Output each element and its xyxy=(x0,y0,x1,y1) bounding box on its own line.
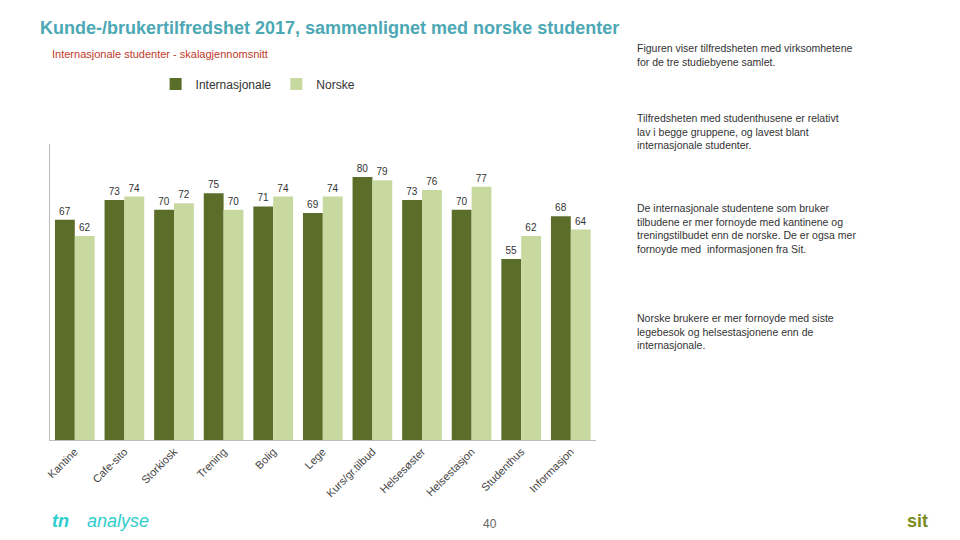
svg-text:Trening: Trening xyxy=(194,446,229,481)
svg-text:Cafe-sito: Cafe-sito xyxy=(90,446,130,486)
svg-text:67: 67 xyxy=(59,206,71,217)
svg-text:De internasjonale studentene s: De internasjonale studentene som brukert… xyxy=(637,202,856,255)
svg-text:Informasjon: Informasjon xyxy=(527,446,576,495)
svg-text:Tilfredsheten med studenthusen: Tilfredsheten med studenthusene er relat… xyxy=(637,112,839,151)
svg-text:62: 62 xyxy=(79,222,91,233)
svg-text:Lege: Lege xyxy=(302,446,328,472)
svg-text:75: 75 xyxy=(208,179,220,190)
svg-text:79: 79 xyxy=(377,166,389,177)
svg-text:70: 70 xyxy=(228,196,240,207)
svg-text:Kurs/gr.tilbud: Kurs/gr.tilbud xyxy=(324,446,378,500)
svg-text:74: 74 xyxy=(327,183,339,194)
svg-text:80: 80 xyxy=(357,163,369,174)
svg-text:Figuren viser tilfredsheten me: Figuren viser tilfredsheten med virksomh… xyxy=(637,42,853,68)
svg-text:76: 76 xyxy=(426,176,438,187)
svg-text:Studenthus: Studenthus xyxy=(479,445,527,493)
svg-text:Kunde-/brukertilfredshet 2017,: Kunde-/brukertilfredshet 2017, sammenlig… xyxy=(40,18,619,38)
svg-text:62: 62 xyxy=(525,222,537,233)
svg-text:Helsesøster: Helsesøster xyxy=(377,445,427,495)
svg-text:Kantine: Kantine xyxy=(45,446,80,481)
svg-text:Internasjonale: Internasjonale xyxy=(196,78,272,92)
svg-text:70: 70 xyxy=(158,196,170,207)
svg-text:74: 74 xyxy=(129,183,141,194)
svg-text:69: 69 xyxy=(307,199,319,210)
svg-text:64: 64 xyxy=(575,216,587,227)
svg-text:Norske brukere er mer fornoyde: Norske brukere er mer fornoyde med siste… xyxy=(637,312,834,351)
svg-text:40: 40 xyxy=(483,517,497,531)
svg-text:70: 70 xyxy=(456,196,468,207)
svg-text:Storkiosk: Storkiosk xyxy=(139,445,180,486)
svg-text:Bolig: Bolig xyxy=(253,446,279,472)
svg-text:68: 68 xyxy=(555,202,567,213)
svg-text:72: 72 xyxy=(178,189,190,200)
svg-text:tn: tn xyxy=(52,511,69,531)
svg-text:73: 73 xyxy=(109,186,121,197)
svg-text:Norske: Norske xyxy=(316,78,354,92)
svg-text:55: 55 xyxy=(505,245,517,256)
svg-text:Internasjonale studenter - ska: Internasjonale studenter - skalagjennoms… xyxy=(52,48,268,60)
svg-text:77: 77 xyxy=(476,173,488,184)
svg-text:71: 71 xyxy=(257,192,269,203)
svg-text:analyse: analyse xyxy=(87,511,149,531)
svg-text:74: 74 xyxy=(277,183,289,194)
svg-text:73: 73 xyxy=(406,186,418,197)
svg-text:Helsestasjon: Helsestasjon xyxy=(424,446,477,499)
svg-text:sit: sit xyxy=(907,511,928,531)
